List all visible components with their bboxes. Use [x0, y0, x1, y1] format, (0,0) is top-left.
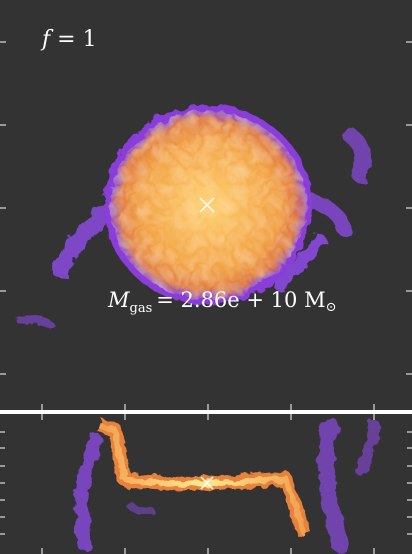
- edge-on-streams: [74, 417, 380, 553]
- mass-subscript: gas: [130, 301, 153, 316]
- mass-annotation: Mgas = 2.86e + 10 M⊙: [107, 288, 336, 316]
- center-marker: [199, 197, 215, 213]
- mass-symbol: M: [107, 288, 130, 312]
- label-rest: = 1: [57, 27, 96, 52]
- divider: [0, 410, 412, 414]
- label-symbol: f: [40, 27, 54, 52]
- sun-symbol: ⊙: [326, 300, 337, 315]
- mass-value: = 2.86e + 10 M: [156, 288, 325, 312]
- top-ticks: [0, 41, 412, 410]
- panel-label: f = 1: [40, 27, 97, 52]
- edge-on-disk: [97, 418, 312, 538]
- bottom-ticks: [0, 414, 412, 554]
- center-marker: [200, 476, 214, 490]
